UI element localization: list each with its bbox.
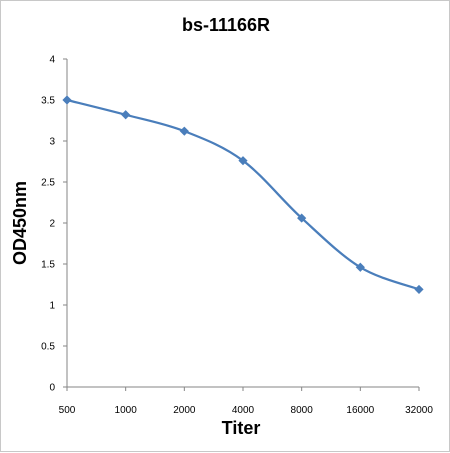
y-tick-label: 2 (49, 219, 55, 230)
x-tick-label: 4000 (232, 405, 255, 416)
y-tick-label: 0 (49, 383, 55, 394)
data-point-marker (62, 95, 72, 105)
y-axis-title: OD450nm (10, 181, 30, 265)
x-tick-label: 500 (59, 405, 76, 416)
data-point-marker (355, 262, 365, 272)
data-point-marker (238, 156, 248, 166)
x-tick-label: 16000 (346, 405, 374, 416)
chart-title: bs-11166R (182, 15, 270, 35)
series-layer (62, 95, 424, 295)
y-tick-label: 2.5 (41, 178, 55, 189)
x-tick-label: 8000 (291, 405, 314, 416)
y-axis-ticks: 0 0.5 1 1.5 2 2.5 3 3.5 4 (41, 55, 67, 394)
y-tick-label: 1 (49, 301, 55, 312)
data-point-marker (179, 126, 189, 136)
y-tick-label: 1.5 (41, 260, 55, 271)
x-axis-ticks: 500 1000 2000 4000 8000 16000 32000 (59, 387, 433, 416)
y-tick-label: 4 (49, 55, 55, 66)
x-axis-title: Titer (222, 418, 261, 438)
data-point-marker (414, 284, 424, 295)
series-line (66, 98, 420, 291)
data-point-marker (121, 110, 131, 120)
y-tick-label: 3 (49, 137, 55, 148)
y-tick-label: 3.5 (41, 96, 55, 107)
x-tick-label: 32000 (405, 405, 433, 416)
x-tick-label: 2000 (173, 405, 196, 416)
x-tick-label: 1000 (115, 405, 138, 416)
data-point-marker (297, 213, 307, 223)
y-tick-label: 0.5 (41, 342, 55, 353)
